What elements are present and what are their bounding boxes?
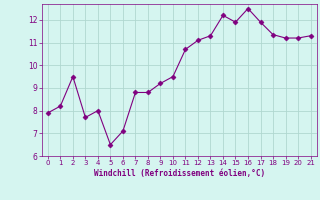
X-axis label: Windchill (Refroidissement éolien,°C): Windchill (Refroidissement éolien,°C): [94, 169, 265, 178]
